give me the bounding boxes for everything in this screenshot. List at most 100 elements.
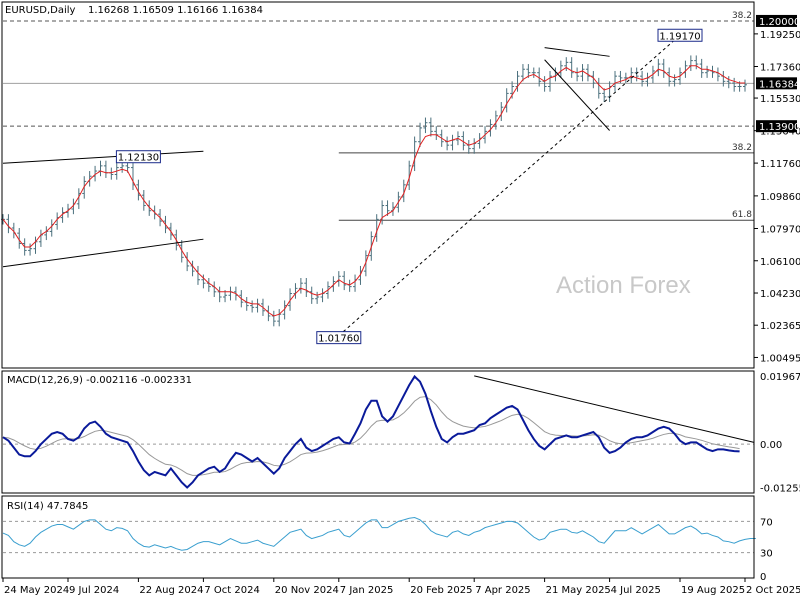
price-axis-tick-label: 1.15530 [760, 94, 800, 105]
price-box-label: 1.20000 [759, 17, 800, 28]
price-axis-tick-label: 1.06100 [760, 257, 800, 268]
fib-level-label: 38.2 [732, 11, 752, 21]
price-bar [634, 67, 639, 82]
ohlc-readout: 1.16268 1.16509 1.16166 1.16384 [88, 5, 263, 16]
price-bar [602, 88, 607, 103]
trendline [544, 59, 610, 131]
rsi-axis-tick-label: 0 [760, 572, 766, 583]
price-bar [28, 243, 33, 256]
price-bar [640, 70, 645, 87]
price-axis-tick-label: 1.02365 [760, 321, 800, 332]
price-bar [705, 65, 710, 78]
price-bar [721, 70, 726, 87]
price-bar [434, 126, 439, 140]
price-bar [304, 278, 309, 297]
price-bar [548, 70, 553, 92]
price-axis-tick-label: 1.09860 [760, 192, 800, 203]
price-box-label: 1.13900 [759, 122, 800, 133]
fib-level-label: 61.8 [732, 210, 752, 220]
price-axis-tick-label: 1.19250 [760, 30, 800, 41]
price-bar [255, 298, 260, 313]
price-bar [315, 291, 320, 304]
price-bar [250, 300, 255, 313]
price-bar [103, 160, 108, 178]
price-bar [520, 64, 525, 82]
price-bar [537, 67, 542, 87]
price-bar [271, 310, 276, 327]
price-bar [418, 122, 423, 147]
price-bar [564, 57, 569, 71]
annotation-label: 1.19170 [659, 31, 700, 42]
price-bar [585, 64, 590, 82]
fib-level-label: 38.2 [732, 143, 752, 153]
indicator-layer [2, 374, 756, 554]
price-bar [358, 265, 363, 285]
trendline [2, 238, 204, 268]
price-bar [607, 81, 612, 103]
price-bar [60, 207, 65, 223]
price-axis-tick-label: 1.11760 [760, 159, 800, 170]
price-bar [743, 79, 747, 92]
trendline [2, 150, 204, 164]
rsi-axis-tick-label: 30 [760, 549, 773, 560]
macd-trendline [474, 375, 755, 443]
price-bar [353, 274, 358, 292]
chart-grid-layer: 38.2 38.2 61.8 [3, 11, 754, 221]
price-bar [309, 286, 314, 304]
price-bar [288, 288, 293, 311]
price-bar [407, 160, 412, 191]
price-bar [450, 134, 455, 151]
price-bar [732, 77, 737, 92]
symbol-label: EURUSD,Daily [5, 5, 76, 16]
price-bar [531, 67, 536, 78]
price-bar [613, 70, 618, 92]
price-bar [109, 167, 114, 180]
price-bar [38, 229, 43, 247]
price-bar [217, 286, 222, 303]
price-bar [277, 309, 282, 327]
price-bar [298, 278, 303, 294]
price-bar [472, 138, 477, 154]
price-bar [423, 117, 428, 134]
price-bar [591, 70, 596, 89]
macd-signal-line [2, 396, 740, 476]
price-pane [1, 1, 755, 369]
price-bar [412, 136, 417, 172]
price-bar [596, 77, 601, 99]
price-bar [445, 136, 450, 151]
date-axis-label: 20 Feb 2025 [410, 585, 472, 596]
price-bar [575, 67, 580, 82]
date-axis-label: 19 Aug 2025 [681, 585, 745, 596]
price-bar [206, 278, 211, 292]
price-bar [212, 281, 217, 297]
moving-average-line [2, 65, 745, 317]
price-bar [726, 76, 731, 89]
date-axis-label: 2 Oct 2025 [746, 585, 800, 596]
price-bar [688, 55, 693, 71]
price-bar [342, 271, 347, 291]
axes-layer: 1.192501.173601.155301.136401.117601.098… [2, 14, 800, 596]
price-bar [293, 283, 298, 299]
price-annotation: 1.12130 [115, 150, 161, 164]
price-bar [466, 139, 471, 154]
price-bar [385, 200, 390, 216]
annotation-label: 1.12130 [118, 153, 159, 164]
rsi-axis-tick-label: 70 [760, 517, 773, 528]
price-bar [526, 64, 531, 78]
macd-axis-tick-label: 0.019679 [760, 372, 800, 383]
price-bar [347, 279, 352, 292]
date-axis-label: 7 Oct 2024 [204, 585, 259, 596]
macd-axis-tick-label: -0.012552 [760, 484, 800, 495]
price-bar [17, 227, 22, 249]
price-bar [228, 286, 233, 301]
price-bar [542, 76, 547, 92]
rsi-pane [1, 495, 755, 579]
macd-line [2, 374, 740, 489]
watermark: Action Forex [556, 272, 691, 299]
macd-pane [1, 370, 755, 494]
price-bar [44, 226, 49, 241]
price-series-layer: 1.12130 1.01760 1.19170 [1, 28, 747, 345]
price-bar [656, 58, 661, 77]
date-axis-label: 4 Jul 2025 [611, 585, 661, 596]
